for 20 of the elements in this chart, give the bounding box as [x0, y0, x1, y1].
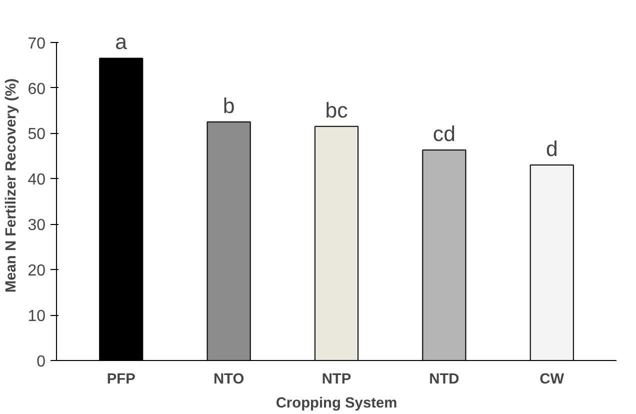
y-tick-label: 50 — [28, 126, 46, 144]
x-tick-label: PFP — [106, 372, 136, 388]
y-tick-label: 20 — [28, 262, 46, 280]
y-tick-label: 60 — [28, 80, 46, 98]
data-label: a — [115, 30, 128, 54]
x-tick-label: NTO — [213, 372, 244, 388]
y-tick-label: 70 — [28, 35, 46, 52]
data-label: bc — [325, 98, 348, 122]
x-axis-title: Cropping System — [276, 396, 398, 412]
data-label: b — [222, 94, 235, 118]
y-tick-label: 30 — [28, 217, 46, 234]
data-label: d — [546, 137, 558, 162]
y-tick-label: 10 — [28, 308, 46, 326]
x-tick-label: CW — [540, 372, 564, 388]
data-label: cd — [432, 122, 456, 146]
y-tick-label: 40 — [28, 172, 46, 189]
y-tick-label: 0 — [36, 354, 46, 370]
x-tick-label: NTP — [322, 372, 352, 388]
x-tick-label: NTD — [429, 372, 460, 388]
y-axis-title: Mean N Fertilizer Recovery (%) — [4, 78, 20, 293]
